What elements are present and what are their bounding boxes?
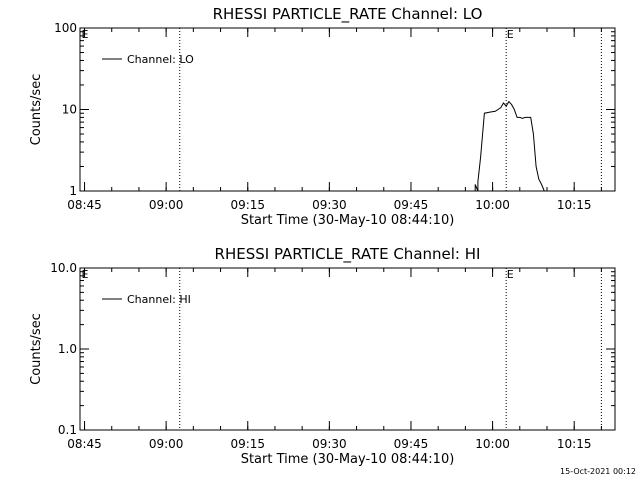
footer-date: 15-Oct-2021 00:12 [560, 467, 636, 476]
top-panel-x-tick-label-1: 09:00 [149, 198, 184, 212]
bottom-panel-x-axis-title: Start Time (30-May-10 08:44:10) [241, 452, 455, 467]
bottom-panel-legend-label: Channel: HI [127, 293, 191, 306]
top-panel-legend-label: Channel: LO [127, 53, 194, 66]
bottom-panel-x-tick-label-3: 09:30 [312, 437, 347, 451]
top-panel-y-axis-title: Counts/sec [29, 74, 44, 146]
top-panel-title: RHESSI PARTICLE_RATE Channel: LO [213, 5, 483, 24]
bottom-panel-y-tick-label-2: 10.0 [50, 261, 77, 275]
top-panel-y-tick-label-1: 10 [62, 103, 77, 117]
top-panel-x-tick-label-0: 08:45 [67, 198, 102, 212]
top-panel-corner-marker: E [82, 28, 89, 41]
bottom-panel-y-tick-label-1: 1.0 [58, 342, 77, 356]
bottom-panel-x-tick-label-6: 10:15 [557, 437, 592, 451]
bottom-panel-corner-marker: E [82, 268, 89, 281]
top-panel-vline-marker-1: E [507, 28, 514, 41]
top-panel-x-tick-label-3: 09:30 [312, 198, 347, 212]
top-panel-x-tick-label-6: 10:15 [557, 198, 592, 212]
bottom-panel-x-tick-label-1: 09:00 [149, 437, 184, 451]
bottom-panel-x-tick-label-5: 10:00 [475, 437, 510, 451]
bottom-panel-y-tick-label-0: 0.1 [58, 423, 77, 437]
top-panel-x-axis-title: Start Time (30-May-10 08:44:10) [241, 213, 455, 228]
bottom-panel-y-axis-title: Counts/sec [29, 313, 44, 385]
top-panel-series-line-0 [474, 100, 545, 192]
bottom-panel-vline-marker-1: E [507, 268, 514, 281]
top-panel-x-tick-label-2: 09:15 [230, 198, 265, 212]
top-panel-x-tick-label-5: 10:00 [475, 198, 510, 212]
top-panel-y-tick-label-2: 100 [54, 21, 77, 35]
top-panel-y-tick-label-0: 1 [69, 184, 77, 198]
bottom-panel-title: RHESSI PARTICLE_RATE Channel: HI [215, 245, 481, 264]
top-panel-x-tick-label-4: 09:45 [394, 198, 429, 212]
bottom-panel-x-tick-label-2: 09:15 [230, 437, 265, 451]
bottom-panel-x-tick-label-0: 08:45 [67, 437, 102, 451]
bottom-panel-x-tick-label-4: 09:45 [394, 437, 429, 451]
